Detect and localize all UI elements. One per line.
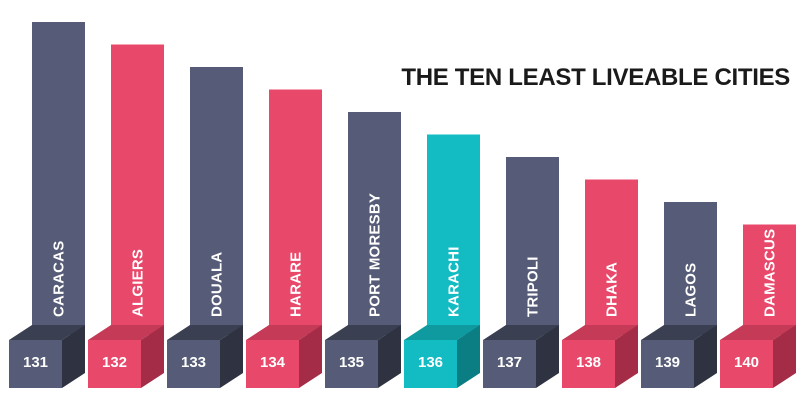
bar-damascus [743, 224, 796, 335]
city-label: CARACAS [51, 241, 68, 317]
bar-base-front [641, 340, 694, 388]
bar-base-front [167, 340, 220, 388]
bar-base-top [641, 325, 717, 340]
bar-douala [190, 67, 243, 335]
city-label: LAGOS [683, 263, 700, 317]
bar-base-top [325, 325, 401, 340]
bar-base-side [773, 325, 796, 388]
bar-base-side [694, 325, 717, 388]
bar-caracas [32, 22, 85, 335]
bar-base-top [167, 325, 243, 340]
bar-base-top [246, 325, 322, 340]
rank-label: 138 [576, 354, 601, 371]
city-label: TRIPOLI [525, 256, 542, 317]
rank-label: 139 [655, 354, 680, 371]
city-label: HARARE [288, 252, 305, 317]
bar-base-top [562, 325, 638, 340]
rank-label: 132 [102, 354, 127, 371]
bar-harare [269, 89, 322, 335]
rank-label: 140 [734, 354, 759, 371]
bar-base-side [378, 325, 401, 388]
bar-base-top [483, 325, 559, 340]
bar-base-front [404, 340, 457, 388]
bar-base-top [9, 325, 85, 340]
bars-group: 131 CARACAS 132 ALGIERS 133 DOUALA 134 HARARE 13… [9, 22, 796, 388]
bar-karachi [427, 134, 480, 335]
rank-label: 135 [339, 354, 364, 371]
rank-label: 136 [418, 354, 443, 371]
city-label: DHAKA [604, 262, 621, 317]
bar-base-side [141, 325, 164, 388]
rank-label: 137 [497, 354, 522, 371]
bar-base-top [720, 325, 796, 340]
bar-base-top [404, 325, 480, 340]
chart-title: THE TEN LEAST LIVEABLE CITIES [401, 64, 790, 91]
bar-base-front [483, 340, 536, 388]
rank-label: 133 [181, 354, 206, 371]
rank-label: 134 [260, 354, 286, 371]
bar-base-side [536, 325, 559, 388]
city-label: PORT MORESBY [367, 193, 384, 317]
bar-algiers [111, 44, 164, 335]
bar-base-front [9, 340, 62, 388]
bar-lagos [664, 202, 717, 335]
bar-base-side [62, 325, 85, 388]
bar-tripoli [506, 157, 559, 335]
city-label: DAMASCUS [762, 229, 779, 317]
city-label: ALGIERS [130, 249, 147, 317]
bar-base-front [720, 340, 773, 388]
city-label: KARACHI [446, 246, 463, 317]
bar-base-side [457, 325, 480, 388]
bar-base-side [299, 325, 322, 388]
bar-port-moresby [348, 112, 401, 335]
bar-base-front [325, 340, 378, 388]
bar-base-front [562, 340, 615, 388]
bar-base-side [615, 325, 638, 388]
bar-base-top [88, 325, 164, 340]
bar-base-front [88, 340, 141, 388]
bar-dhaka [585, 179, 638, 335]
bar-base-side [220, 325, 243, 388]
bar-base-front [246, 340, 299, 388]
city-label: DOUALA [209, 252, 226, 317]
rank-label: 131 [23, 354, 48, 371]
